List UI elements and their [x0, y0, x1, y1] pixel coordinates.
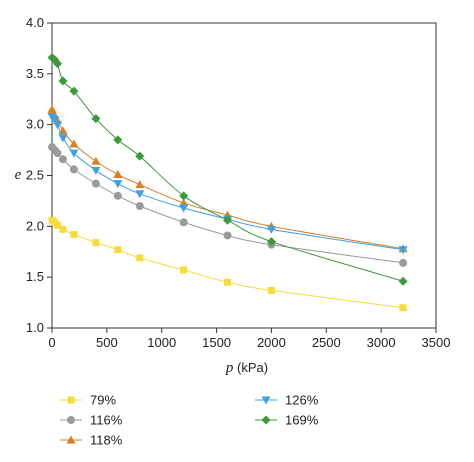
legend-label: 118%	[90, 433, 123, 448]
legend-item: 118%	[60, 433, 123, 448]
axis-labels: e p (kPa)	[15, 167, 268, 376]
series-line	[51, 57, 404, 282]
y-tick-label: 1.5	[26, 269, 44, 284]
series-1	[48, 216, 407, 312]
marker-square	[59, 225, 67, 233]
x-tick-label: 1500	[202, 335, 231, 350]
marker-square	[67, 396, 75, 404]
marker-triangle-up	[113, 169, 123, 178]
x-tick-label: 3500	[422, 335, 451, 350]
marker-triangle-down	[52, 121, 62, 130]
marker-circle	[69, 165, 78, 174]
series-line	[51, 116, 404, 251]
marker-circle	[113, 191, 122, 200]
axes: 0 500 1000 1500 2000 2500 3000 3500 1.0 1.5 2.0 2.5…	[26, 15, 451, 350]
x-axis-variable: p	[225, 360, 234, 376]
marker-diamond	[223, 215, 233, 225]
marker-square	[114, 246, 122, 254]
marker-diamond	[135, 151, 145, 161]
marker-circle	[58, 155, 67, 164]
marker-triangle-down	[91, 166, 101, 175]
marker-diamond	[69, 86, 79, 96]
y-tick-label: 2.0	[26, 218, 44, 233]
series-5	[47, 53, 408, 286]
marker-square	[70, 230, 78, 238]
y-tick-label: 1.0	[26, 320, 44, 335]
y-tick-label: 3.5	[26, 66, 44, 81]
marker-triangle-up	[69, 139, 79, 148]
marker-triangle-down	[50, 116, 60, 125]
marker-diamond	[266, 237, 276, 247]
legend-label: 79%	[90, 393, 116, 408]
x-tick-label: 3000	[367, 335, 396, 350]
marker-triangle-down	[113, 180, 123, 189]
marker-triangle-down	[398, 246, 408, 255]
marker-diamond	[179, 191, 189, 201]
marker-triangle-down	[69, 149, 79, 158]
marker-square	[399, 304, 407, 312]
marker-circle	[91, 179, 100, 188]
marker-triangle-down	[266, 225, 276, 234]
marker-square	[224, 278, 232, 286]
marker-triangle-up	[179, 198, 189, 207]
marker-diamond	[52, 59, 62, 69]
legend: 79% 116% 118% 126% 169%	[60, 393, 319, 448]
x-tick-label: 500	[96, 335, 118, 350]
marker-circle	[399, 258, 408, 267]
marker-circle	[53, 149, 62, 158]
marker-square	[136, 254, 144, 262]
marker-diamond	[58, 76, 68, 86]
series-3	[47, 104, 408, 253]
marker-triangle-down	[179, 204, 189, 213]
marker-circle	[179, 218, 188, 227]
series-layer	[47, 53, 408, 312]
marker-square	[180, 266, 188, 274]
legend-item: 116%	[60, 413, 123, 428]
x-axis-unit: (kPa)	[233, 360, 268, 375]
legend-item: 79%	[60, 393, 116, 408]
x-tick-label: 2000	[257, 335, 286, 350]
marker-circle	[67, 416, 75, 424]
y-tick-label: 4.0	[26, 15, 44, 30]
y-tick-label: 3.0	[26, 117, 44, 132]
marker-triangle-down	[58, 134, 68, 143]
marker-diamond	[91, 114, 101, 124]
x-tick-label: 0	[48, 335, 55, 350]
legend-item: 169%	[255, 413, 319, 428]
marker-circle	[223, 231, 232, 240]
marker-triangle-up	[47, 104, 57, 113]
marker-square	[92, 239, 100, 247]
marker-triangle-down	[261, 396, 271, 405]
legend-label: 116%	[90, 413, 123, 428]
marker-diamond	[113, 135, 123, 145]
x-axis-label: p (kPa)	[225, 360, 268, 376]
legend-item: 126%	[255, 393, 319, 408]
x-tick-label: 2500	[312, 335, 341, 350]
plot-frame	[51, 22, 437, 329]
legend-label: 169%	[285, 413, 319, 428]
y-axis-label: e	[15, 167, 22, 183]
legend-label: 126%	[285, 393, 319, 408]
marker-triangle-up	[66, 435, 76, 444]
series-line	[51, 109, 404, 250]
marker-triangle-down	[135, 190, 145, 199]
marker-diamond	[398, 276, 408, 286]
marker-triangle-up	[91, 156, 101, 165]
x-tick-label: 1000	[147, 335, 176, 350]
marker-circle	[135, 202, 144, 210]
y-tick-label: 2.5	[26, 168, 44, 183]
marker-diamond	[261, 415, 271, 425]
marker-square	[267, 286, 275, 294]
marker-triangle-up	[135, 180, 145, 189]
marker-square	[53, 221, 61, 229]
series-2	[48, 143, 408, 267]
